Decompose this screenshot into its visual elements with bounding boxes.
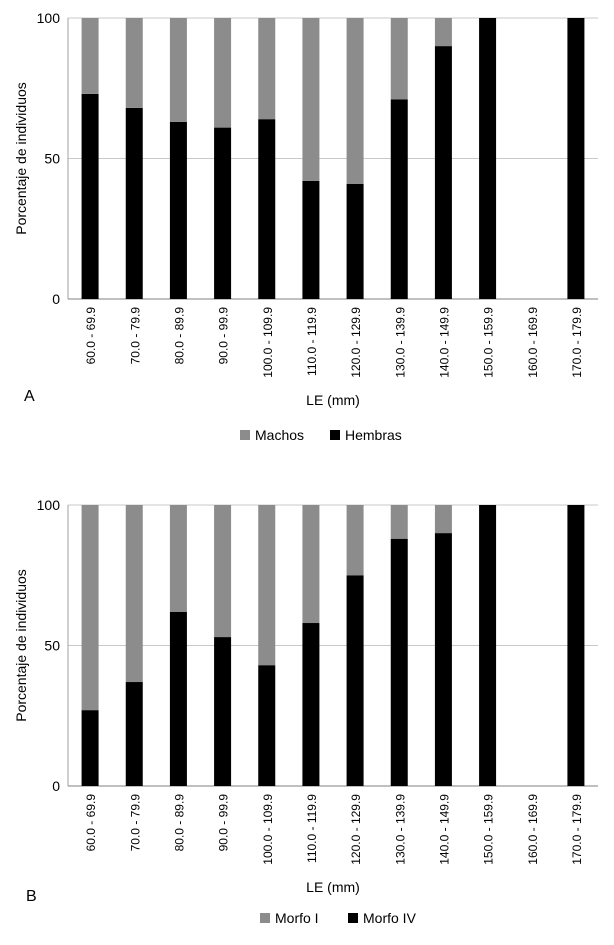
bar-machos-3 [169,18,187,122]
x-tick-label: 90.0 - 99.9 [217,794,231,852]
bar-morfo-iv-1 [81,710,99,786]
bar-machos-1 [81,18,99,94]
x-tick-label: 90.0 - 99.9 [217,307,231,365]
bar-hembras-10 [479,18,497,299]
bar-hembras-7 [346,183,364,299]
bar-morfo-i-3 [169,505,187,612]
bar-morfo-iv-6 [302,623,320,786]
y-tick-label: 50 [44,151,60,167]
bar-morfo-iv-2 [125,682,143,786]
x-tick-label: 150.0 - 159.9 [482,794,496,865]
x-tick-label: 110.0 - 119.9 [305,307,319,376]
y-tick-label: 100 [37,497,61,513]
x-tick-label: 170.0 - 179.9 [570,794,584,865]
y-axis-label: Porcentaje de individuos [13,569,29,722]
legend-label-morfo-iv: Morfo IV [363,910,417,926]
panel-label: A [24,388,35,405]
bar-morfo-iv-9 [434,533,452,786]
bar-hembras-9 [434,46,452,299]
legend-swatch-hembras [330,430,340,440]
x-tick-label: 80.0 - 89.9 [172,307,186,365]
x-tick-label: 100.0 - 109.9 [261,794,275,865]
bar-morfo-i-5 [258,505,276,666]
x-tick-label: 80.0 - 89.9 [172,794,186,852]
bar-morfo-i-4 [214,505,232,638]
bar-morfo-iv-5 [258,665,276,786]
y-tick-label: 0 [52,291,60,307]
y-tick-label: 0 [52,778,60,794]
legend-swatch-morfo-iv [348,913,358,923]
bar-morfo-iv-7 [346,575,364,786]
bar-morfo-i-2 [125,505,143,683]
bar-hembras-1 [81,93,99,300]
bar-morfo-iv-12 [567,505,585,786]
bar-machos-4 [214,18,232,128]
x-tick-label: 100.0 - 109.9 [261,307,275,378]
bar-morfo-i-8 [390,505,408,539]
legend-swatch-machos [240,430,250,440]
bar-machos-5 [258,18,276,120]
bar-morfo-iv-4 [214,637,232,786]
x-tick-label: 160.0 - 169.9 [526,307,540,378]
x-tick-label: 130.0 - 139.9 [393,307,407,378]
x-tick-label: 170.0 - 179.9 [570,307,584,378]
bar-hembras-3 [169,121,187,299]
bar-hembras-4 [214,127,232,299]
x-tick-label: 120.0 - 129.9 [349,307,363,378]
x-tick-label: 150.0 - 159.9 [482,307,496,378]
bar-machos-9 [434,18,452,47]
legend-label-machos: Machos [255,427,304,443]
legend-label-morfo-i: Morfo I [275,910,319,926]
bar-hembras-8 [390,99,408,300]
bar-hembras-12 [567,18,585,299]
x-tick-label: 70.0 - 79.9 [128,794,142,852]
y-axis-label: Porcentaje de individuos [13,82,29,235]
x-tick-label: 120.0 - 129.9 [349,794,363,865]
bar-morfo-iv-10 [479,505,497,786]
bar-hembras-2 [125,107,143,299]
x-tick-label: 130.0 - 139.9 [393,794,407,865]
bar-machos-7 [346,18,364,184]
bar-morfo-i-6 [302,505,320,624]
legend-swatch-morfo-i [260,913,270,923]
chart-panel-b: 0 50 100 60.0 - 69.9 70.0 - 79.9 80.0 - 89.9 9… [13,497,598,926]
bar-morfo-iv-3 [169,611,187,786]
bar-machos-6 [302,18,320,181]
panel-label: B [26,888,37,905]
bar-morfo-i-1 [81,505,99,711]
bar-machos-2 [125,18,143,108]
x-tick-label: 160.0 - 169.9 [526,794,540,865]
bar-machos-8 [390,18,408,100]
x-tick-label: 60.0 - 69.9 [84,794,98,852]
x-tick-label: 140.0 - 149.9 [437,794,451,865]
bar-morfo-i-7 [346,505,364,576]
y-tick-label: 100 [37,10,61,26]
bar-morfo-iv-8 [390,538,408,786]
x-axis-label: LE (mm) [306,392,360,408]
x-tick-label: 110.0 - 119.9 [305,794,319,863]
x-tick-label: 60.0 - 69.9 [84,307,98,365]
bar-morfo-i-9 [434,505,452,534]
x-axis-label: LE (mm) [306,879,360,895]
x-tick-label: 140.0 - 149.9 [437,307,451,378]
y-tick-label: 50 [44,638,60,654]
x-tick-label: 70.0 - 79.9 [128,307,142,365]
bar-hembras-6 [302,180,320,299]
legend-label-hembras: Hembras [345,427,402,443]
bar-hembras-5 [258,119,276,299]
chart-panel-a: 0 50 100 60.0 - 69.9 70.0 - 79.9 80.0 - 89.9 9… [13,10,598,443]
